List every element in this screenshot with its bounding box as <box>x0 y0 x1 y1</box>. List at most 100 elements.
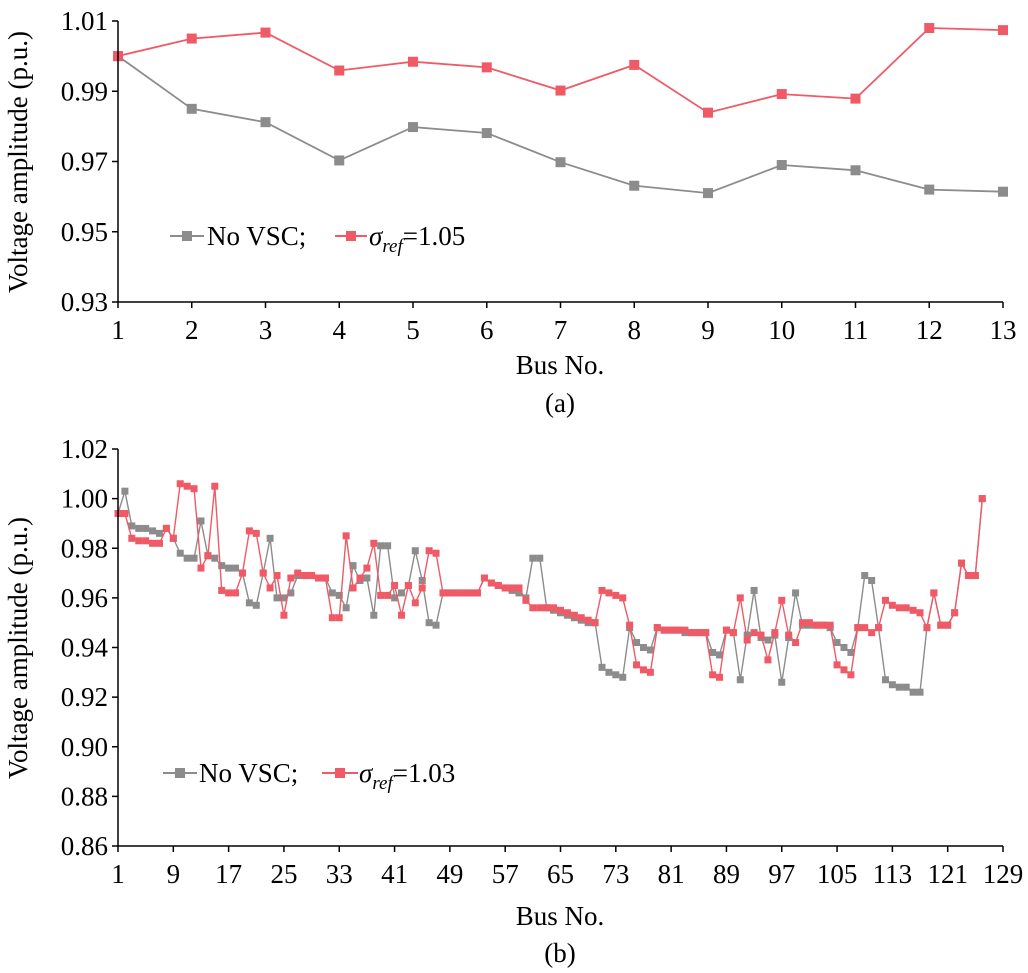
data-point-b-2 <box>149 539 157 547</box>
data-point-b-2 <box>584 616 592 624</box>
data-point-b-2 <box>176 480 184 488</box>
data-point-b-2 <box>142 537 150 545</box>
data-point-b-1 <box>750 586 758 594</box>
data-point-b-1 <box>197 517 205 525</box>
data-point-b-2 <box>190 485 198 493</box>
data-point-b-1 <box>190 554 198 562</box>
data-point-b-2 <box>861 624 869 632</box>
data-point-b-2 <box>460 589 468 597</box>
data-point-b-1 <box>833 639 841 647</box>
data-point-b-2 <box>425 547 433 555</box>
data-point-b-2 <box>785 631 793 639</box>
data-point-a-1 <box>334 155 345 166</box>
data-point-a-2 <box>555 85 566 96</box>
y-tick-label-a: 1.01 <box>61 6 108 36</box>
data-point-b-2 <box>840 666 848 674</box>
data-point-b-1 <box>633 639 641 647</box>
data-point-b-1 <box>895 683 903 691</box>
series-line-a-1 <box>117 55 1004 195</box>
data-point-b-2 <box>446 589 454 597</box>
data-point-b-1 <box>619 673 627 681</box>
y-tick-label-b: 0.98 <box>61 533 108 563</box>
data-point-b-2 <box>294 569 302 577</box>
data-point-b-1 <box>245 599 253 607</box>
data-point-b-2 <box>155 539 163 547</box>
y-tick-label-b: 0.96 <box>61 583 108 613</box>
data-point-b-2 <box>695 629 703 637</box>
data-point-b-2 <box>315 574 323 582</box>
data-point-b-1 <box>155 529 163 537</box>
data-point-b-1 <box>847 648 855 656</box>
data-point-b-1 <box>121 487 129 495</box>
series-line-a-2 <box>117 27 1004 114</box>
data-point-b-1 <box>605 668 613 676</box>
y-axis-label-b: Voltage amplitude (p.u.) <box>3 517 33 779</box>
data-point-b-2 <box>674 626 682 634</box>
x-tick-label-a: 10 <box>768 315 795 345</box>
data-point-b-1 <box>840 644 848 651</box>
data-point-a-2 <box>334 65 345 76</box>
data-point-b-1 <box>598 663 606 671</box>
x-tick-label-b: 89 <box>713 859 740 889</box>
chart-b: 0.86 0.88 0.90 0.92 0.94 0.96 0.98 1.00 1.02 1 9 17… <box>3 434 1023 968</box>
data-point-a-2 <box>776 89 787 100</box>
data-point-b-1 <box>176 549 184 557</box>
y-tick-label-a: 0.99 <box>61 76 108 106</box>
data-point-b-2 <box>888 601 896 609</box>
data-point-b-2 <box>722 626 730 634</box>
x-tick-label-a: 7 <box>554 315 568 345</box>
data-point-b-2 <box>847 671 855 679</box>
data-point-b-1 <box>370 611 378 619</box>
data-point-b-1 <box>709 648 717 656</box>
data-point-b-2 <box>923 624 931 632</box>
data-point-b-2 <box>391 581 399 589</box>
data-point-b-2 <box>944 621 952 629</box>
data-point-b-1 <box>328 589 336 597</box>
x-tick-label-b: 49 <box>436 859 463 889</box>
data-point-b-2 <box>308 572 316 580</box>
data-point-b-2 <box>328 614 336 622</box>
data-point-b-1 <box>280 594 288 602</box>
x-tick-label-a: 2 <box>185 315 199 345</box>
legend-b-series-2: σref=1.03 <box>359 758 455 794</box>
data-point-b-2 <box>798 619 806 627</box>
y-tick-label-a: 0.97 <box>61 147 108 177</box>
x-tick-label-b: 33 <box>326 859 353 889</box>
data-point-b-2 <box>515 584 523 592</box>
y-tick-label-b: 0.86 <box>61 831 108 861</box>
x-tick-label-a: 11 <box>843 315 869 345</box>
data-point-b-2 <box>301 572 309 580</box>
data-point-b-2 <box>397 611 405 619</box>
data-point-b-2 <box>826 621 834 629</box>
data-point-b-1 <box>861 572 869 580</box>
data-point-b-2 <box>626 621 634 629</box>
data-point-b-1 <box>778 678 786 686</box>
x-axis-label-b: Bus No. <box>516 901 605 931</box>
data-point-b-2 <box>958 559 966 567</box>
x-tick-label-a: 4 <box>333 315 347 345</box>
data-point-b-2 <box>487 579 495 587</box>
y-tick-label-b: 1.00 <box>61 484 108 514</box>
data-point-b-2 <box>536 604 544 612</box>
data-point-b-1 <box>612 671 620 679</box>
legend-a-series-1: No VSC; <box>207 221 306 251</box>
x-tick-label-b: 9 <box>167 859 181 889</box>
data-point-b-2 <box>591 619 599 627</box>
data-point-b-1 <box>716 651 724 659</box>
data-point-b-2 <box>204 552 212 560</box>
data-point-b-2 <box>356 574 364 582</box>
y-tick-label-b: 0.88 <box>61 781 108 811</box>
data-point-b-2 <box>238 569 246 577</box>
data-point-b-2 <box>819 621 827 629</box>
data-point-b-2 <box>570 611 578 619</box>
data-point-a-1 <box>998 186 1008 197</box>
data-point-b-2 <box>557 606 564 614</box>
data-point-b-2 <box>764 656 772 664</box>
data-point-b-2 <box>259 569 267 577</box>
data-point-b-2 <box>287 574 295 582</box>
x-tick-label-b: 81 <box>658 859 685 889</box>
data-point-b-1 <box>529 554 537 562</box>
data-point-a-1 <box>850 165 861 176</box>
data-point-b-2 <box>951 609 959 617</box>
